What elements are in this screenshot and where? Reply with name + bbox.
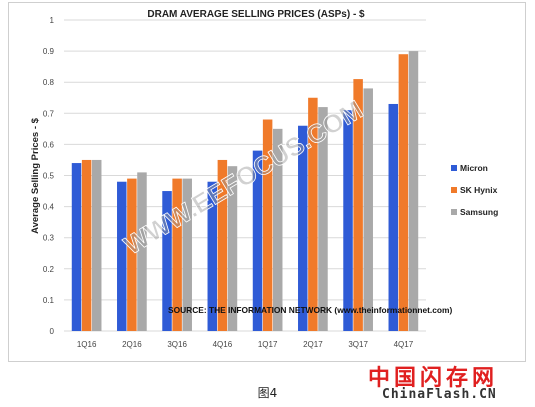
- diagonal-watermark: WWW.EEFOCUS.COM: [119, 94, 368, 260]
- y-tick-label: 0: [50, 327, 55, 336]
- y-tick-label: 0.6: [43, 140, 55, 149]
- x-tick-label: 4Q16: [213, 340, 233, 349]
- bar: [137, 172, 147, 331]
- bar: [207, 181, 218, 331]
- bar: [318, 107, 328, 331]
- x-tick-label: 3Q17: [348, 340, 368, 349]
- bar: [353, 79, 363, 331]
- bar: [343, 110, 353, 331]
- bars: [71, 51, 419, 332]
- y-tick-label: 0.5: [43, 172, 55, 181]
- x-tick-label: 4Q17: [394, 340, 414, 349]
- bar: [81, 159, 92, 331]
- legend: Micron SK Hynix Samsung: [451, 163, 498, 217]
- y-tick-label: 1: [50, 16, 55, 25]
- bar: [172, 178, 182, 331]
- bar: [91, 159, 102, 331]
- y-tick-label: 0.4: [43, 203, 55, 212]
- legend-label: SK Hynix: [460, 185, 498, 195]
- y-tick-label: 0.7: [43, 109, 55, 118]
- bar: [117, 181, 127, 331]
- legend-swatch: [451, 165, 457, 171]
- bar: [227, 166, 238, 331]
- figure-caption: 图4: [257, 386, 278, 400]
- bar: [308, 97, 318, 331]
- x-tick-labels: 1Q16 2Q16 3Q16 4Q16 1Q17 2Q17 3Q17 4Q17: [77, 340, 414, 349]
- legend-label: Micron: [460, 163, 488, 173]
- chinaflash-watermark-cn: 中国闪存网: [368, 366, 499, 391]
- x-tick-label: 2Q16: [122, 340, 142, 349]
- chart-title: DRAM AVERAGE SELLING PRICES (ASPs) - $: [147, 9, 365, 20]
- bar: [71, 163, 82, 331]
- legend-swatch: [451, 209, 457, 215]
- x-tick-label: 2Q17: [303, 340, 323, 349]
- y-tick-label: 0.3: [43, 234, 55, 243]
- bar: [182, 178, 192, 331]
- y-tick-label: 0.8: [43, 78, 55, 87]
- y-tick-labels: 0 0.1 0.2 0.3 0.4 0.5 0.6 0.7 0.8 0.9 1: [43, 16, 55, 336]
- source-annotation: SOURCE: THE INFORMATION NETWORK (www.the…: [168, 305, 452, 315]
- bar: [398, 54, 409, 332]
- bar: [217, 159, 228, 331]
- legend-swatch: [451, 187, 457, 193]
- y-tick-label: 0.2: [43, 265, 55, 274]
- bar: [363, 88, 373, 331]
- bar: [162, 191, 172, 331]
- bar: [298, 125, 308, 332]
- y-tick-label: 0.1: [43, 296, 55, 305]
- legend-label: Samsung: [460, 207, 498, 217]
- y-axis-label: Average Selling Prices - $: [30, 117, 41, 234]
- bar: [262, 119, 273, 332]
- bar: [127, 178, 137, 331]
- x-tick-label: 1Q16: [77, 340, 97, 349]
- y-tick-label: 0.9: [43, 47, 55, 56]
- bar: [408, 51, 419, 331]
- bar: [272, 128, 283, 331]
- bar: [388, 103, 399, 331]
- x-tick-label: 1Q17: [258, 340, 278, 349]
- bar: [252, 150, 263, 331]
- chinaflash-watermark-en: ChinaFlash.CN: [382, 387, 497, 402]
- x-tick-label: 3Q16: [167, 340, 187, 349]
